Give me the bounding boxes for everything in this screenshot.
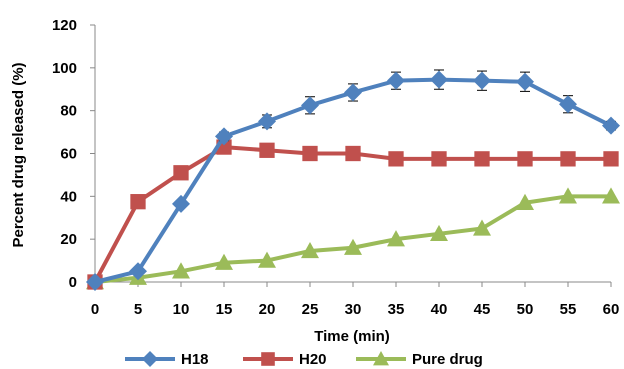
x-tick-label: 40 bbox=[431, 301, 448, 318]
legend-label: H20 bbox=[299, 351, 327, 368]
series-h20 bbox=[87, 139, 619, 290]
x-tick-label: 55 bbox=[560, 301, 577, 318]
data-point bbox=[258, 112, 276, 131]
data-point bbox=[301, 96, 319, 115]
x-tick-label: 0 bbox=[91, 301, 99, 318]
data-point bbox=[215, 253, 233, 270]
data-point bbox=[430, 70, 448, 89]
data-point bbox=[559, 95, 577, 114]
data-point bbox=[301, 241, 319, 259]
y-tick-label: 100 bbox=[52, 60, 77, 77]
series bbox=[86, 69, 620, 291]
y-tick-label: 60 bbox=[60, 146, 77, 163]
y-ticks: 0 20 40 60 80 100 120 bbox=[52, 17, 95, 291]
legend-label: Pure drug bbox=[412, 351, 483, 368]
data-point bbox=[388, 151, 404, 167]
data-point bbox=[431, 151, 447, 167]
legend: H18 H20 Pure drug bbox=[125, 351, 483, 368]
data-point bbox=[473, 71, 491, 90]
data-point bbox=[473, 219, 491, 236]
legend-marker bbox=[261, 352, 275, 366]
y-tick-label: 120 bbox=[52, 17, 77, 34]
y-tick-label: 40 bbox=[60, 188, 77, 205]
data-point bbox=[603, 151, 619, 167]
legend-item-pure-drug: Pure drug bbox=[356, 351, 483, 368]
data-point bbox=[258, 251, 276, 268]
data-point bbox=[387, 71, 405, 90]
data-point bbox=[560, 151, 576, 167]
data-point bbox=[130, 194, 146, 210]
x-tick-label: 10 bbox=[173, 301, 190, 318]
data-point bbox=[345, 145, 361, 162]
data-point bbox=[215, 127, 233, 146]
data-point bbox=[173, 165, 189, 181]
x-tick-label: 30 bbox=[345, 301, 362, 318]
data-point bbox=[516, 193, 534, 210]
data-point bbox=[430, 224, 448, 242]
x-axis-title: Time (min) bbox=[314, 328, 390, 345]
y-axis-title: Percent drug released (%) bbox=[10, 62, 27, 247]
data-point bbox=[344, 238, 362, 255]
series-pure-drug bbox=[86, 187, 620, 290]
x-tick-label: 25 bbox=[302, 301, 319, 318]
y-tick-label: 20 bbox=[60, 231, 77, 248]
data-point bbox=[387, 230, 405, 247]
x-tick-label: 60 bbox=[603, 301, 620, 318]
y-tick-label: 0 bbox=[69, 274, 77, 291]
x-tick-label: 35 bbox=[388, 301, 405, 318]
series-h18 bbox=[86, 69, 620, 291]
data-point bbox=[172, 194, 190, 213]
x-ticks: 0 5 10 15 20 25 30 35 40 45 50 55 60 bbox=[91, 282, 620, 318]
legend-item-h20: H20 bbox=[243, 351, 327, 368]
data-point bbox=[602, 187, 620, 204]
legend-label: H18 bbox=[181, 351, 209, 368]
x-tick-label: 20 bbox=[259, 301, 276, 318]
data-point bbox=[259, 142, 275, 158]
data-point bbox=[129, 262, 147, 281]
data-point bbox=[172, 262, 190, 279]
data-point bbox=[344, 83, 362, 102]
legend-marker bbox=[142, 351, 158, 367]
y-tick-label: 80 bbox=[60, 103, 77, 120]
data-point bbox=[86, 273, 104, 291]
data-point bbox=[517, 151, 533, 167]
x-tick-label: 15 bbox=[216, 301, 233, 318]
data-point bbox=[559, 187, 577, 204]
x-tick-label: 50 bbox=[517, 301, 534, 318]
data-point bbox=[302, 145, 318, 162]
data-point bbox=[516, 72, 534, 91]
data-point bbox=[602, 116, 620, 135]
legend-item-h18: H18 bbox=[125, 351, 209, 368]
legend-marker bbox=[373, 351, 389, 366]
data-point bbox=[474, 151, 490, 167]
x-tick-label: 45 bbox=[474, 301, 491, 318]
x-tick-label: 5 bbox=[134, 301, 142, 318]
